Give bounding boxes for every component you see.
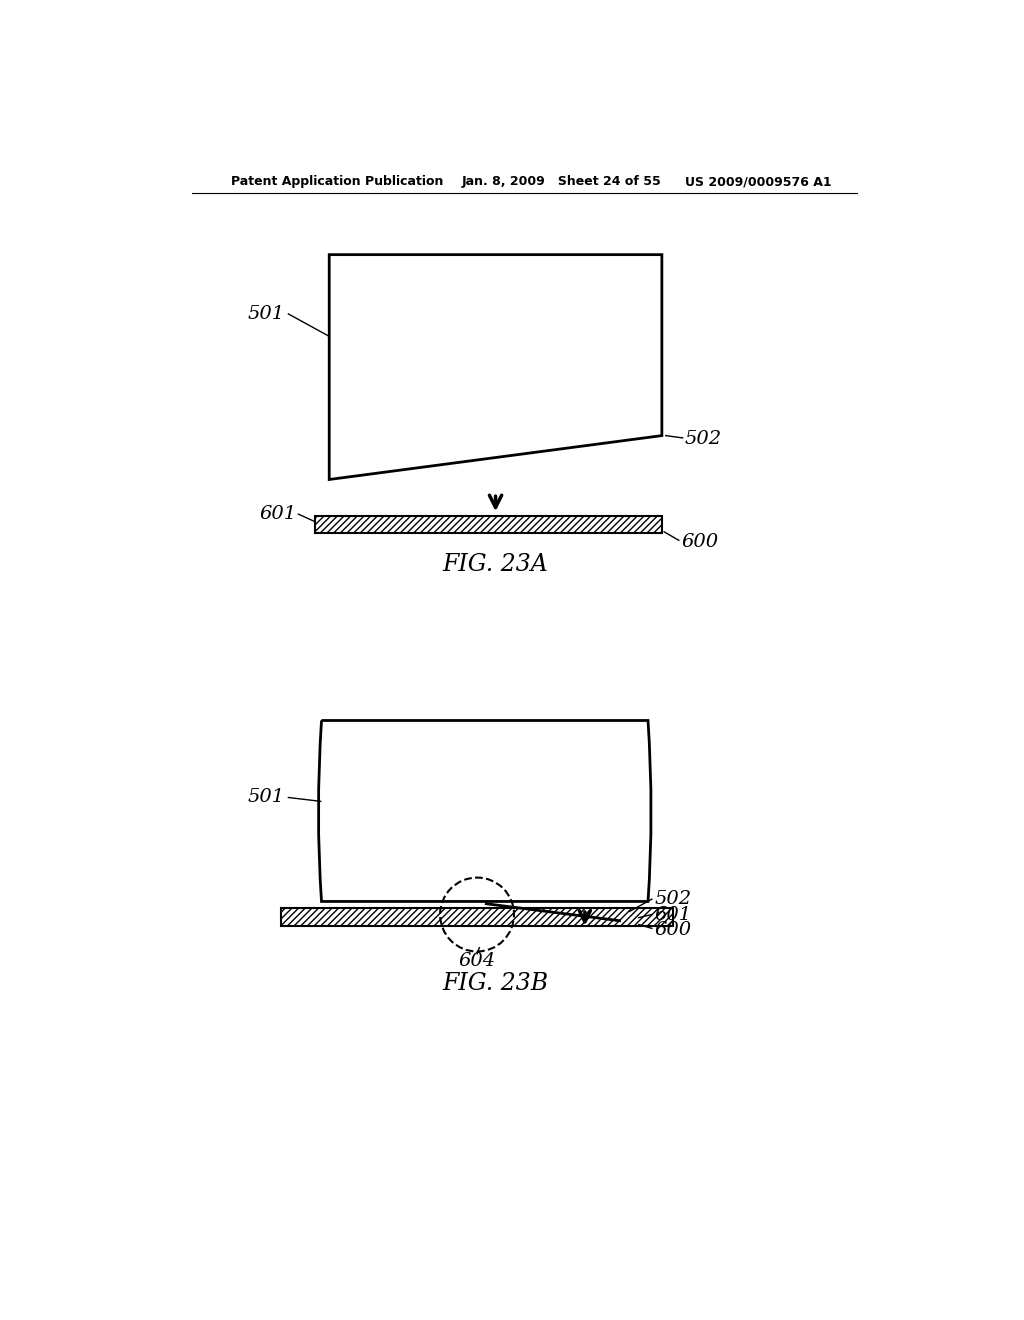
Text: 601: 601 [259,506,296,523]
Bar [281,908,674,927]
Text: US 2009/0009576 A1: US 2009/0009576 A1 [685,176,831,187]
Text: 604: 604 [459,952,496,970]
Text: 600: 600 [681,533,718,550]
PathPatch shape [318,721,651,902]
Polygon shape [330,255,662,479]
Text: 501: 501 [248,305,285,323]
Text: 502: 502 [685,430,722,449]
Text: FIG. 23A: FIG. 23A [442,553,549,577]
Text: 502: 502 [654,890,691,908]
Text: 600: 600 [654,921,691,939]
Text: FIG. 23B: FIG. 23B [442,973,549,995]
Bar [315,516,662,533]
Text: 501: 501 [248,788,285,807]
Text: Patent Application Publication: Patent Application Publication [230,176,443,187]
Text: 601: 601 [654,906,691,924]
Text: Jan. 8, 2009   Sheet 24 of 55: Jan. 8, 2009 Sheet 24 of 55 [462,176,662,187]
